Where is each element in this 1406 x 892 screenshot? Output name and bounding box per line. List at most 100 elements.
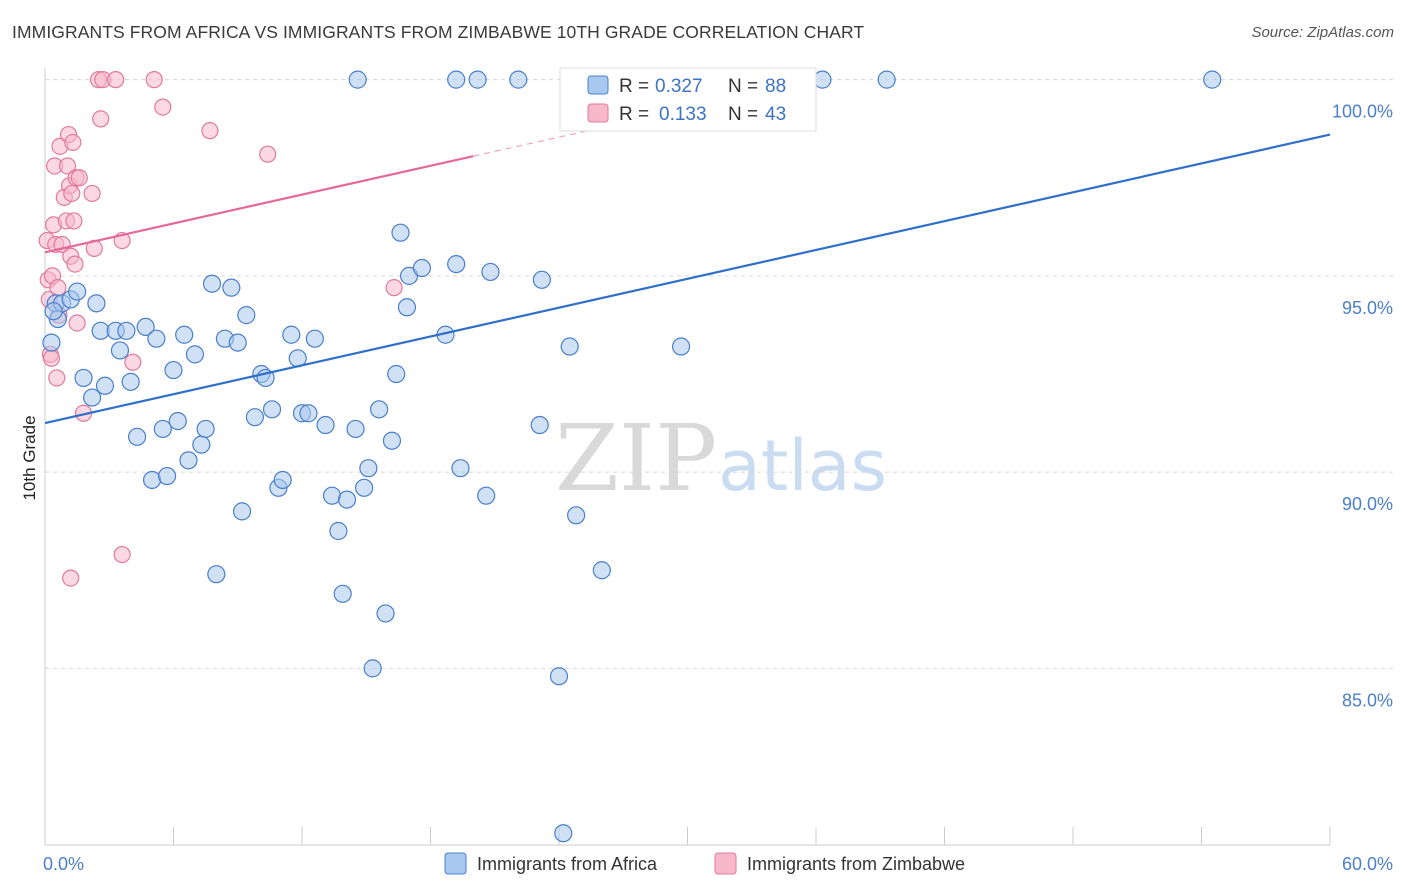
- data-point: [282, 325, 301, 344]
- data-point: [63, 184, 81, 203]
- data-point: [322, 486, 342, 505]
- data-point: [468, 70, 487, 89]
- gridlines: [45, 79, 1393, 669]
- trendlines: [44, 122, 1331, 425]
- zimbabwe-points: [38, 71, 403, 587]
- data-point: [228, 333, 247, 352]
- data-point: [316, 415, 335, 435]
- data-point: [202, 274, 222, 293]
- x-tick-label-max: 60.0%: [1342, 854, 1393, 874]
- zimbabwe-r-value: 0.133: [659, 104, 707, 125]
- africa-n-label: N =: [728, 76, 758, 97]
- data-point: [363, 659, 382, 678]
- data-point: [192, 435, 211, 454]
- data-point: [299, 404, 318, 423]
- data-point: [68, 282, 87, 301]
- data-point: [113, 545, 131, 564]
- data-point: [196, 419, 215, 439]
- stats-legend: R = 0.327 N = 88 R = 0.133 N = 43: [559, 67, 817, 132]
- data-point: [95, 376, 115, 395]
- data-point: [179, 451, 198, 470]
- data-point: [175, 325, 194, 344]
- data-point: [397, 298, 417, 317]
- data-point: [232, 502, 252, 521]
- data-point: [92, 110, 110, 128]
- data-point: [447, 70, 466, 89]
- africa-r-label: R =: [619, 76, 649, 97]
- data-point: [376, 604, 395, 623]
- data-point: [451, 459, 470, 478]
- y-tick-label: 100.0%: [1332, 102, 1393, 122]
- data-point: [117, 321, 136, 340]
- data-point: [207, 565, 226, 584]
- data-point: [49, 279, 67, 297]
- data-point: [124, 353, 142, 371]
- data-point: [87, 294, 106, 313]
- chart-title: IMMIGRANTS FROM AFRICA VS IMMIGRANTS FRO…: [12, 22, 865, 42]
- data-point: [412, 258, 432, 278]
- africa-r-value: 0.327: [655, 76, 703, 97]
- data-point: [671, 337, 691, 356]
- data-point: [262, 400, 282, 419]
- data-point: [201, 122, 219, 140]
- data-point: [68, 314, 86, 332]
- data-point: [107, 71, 125, 89]
- data-point: [592, 561, 611, 580]
- zimbabwe-n-label: N =: [728, 104, 758, 125]
- watermark-atlas: atlas: [718, 425, 887, 507]
- data-point: [65, 212, 83, 230]
- data-point: [481, 262, 500, 282]
- data-point: [42, 349, 61, 367]
- data-point: [447, 255, 466, 274]
- watermark-zip: ZIP: [555, 405, 717, 512]
- data-point: [168, 412, 187, 431]
- data-point: [532, 270, 551, 289]
- data-point: [48, 369, 66, 387]
- data-point: [237, 306, 256, 325]
- data-point: [877, 70, 896, 89]
- data-point: [153, 419, 172, 439]
- data-point: [305, 329, 324, 348]
- data-point: [42, 333, 61, 352]
- data-point: [329, 521, 348, 541]
- data-point: [66, 255, 84, 273]
- data-point: [391, 223, 410, 242]
- data-point: [337, 490, 357, 509]
- data-point: [142, 470, 162, 490]
- data-point: [70, 169, 88, 187]
- data-point: [530, 415, 549, 435]
- data-point: [58, 157, 77, 175]
- data-point: [245, 408, 264, 427]
- data-point: [554, 824, 573, 843]
- data-point: [164, 360, 183, 380]
- data-point: [509, 70, 528, 89]
- y-tick-labels: 85.0% 90.0% 95.0% 100.0%: [1332, 102, 1393, 711]
- data-point: [83, 388, 102, 407]
- data-point: [83, 184, 101, 203]
- data-point: [273, 470, 292, 490]
- y-axis-title: 10th Grade: [20, 415, 39, 500]
- data-point: [355, 478, 374, 497]
- x-tick-label-min: 0.0%: [43, 854, 84, 874]
- data-point: [259, 145, 277, 163]
- africa-series-swatch: [444, 852, 467, 875]
- data-point: [136, 317, 155, 336]
- data-point: [64, 133, 82, 152]
- data-point: [185, 345, 205, 364]
- y-tick-label: 90.0%: [1342, 494, 1393, 514]
- africa-series-label: Immigrants from Africa: [477, 854, 658, 874]
- data-point: [110, 341, 130, 360]
- data-point: [348, 70, 367, 89]
- data-point: [1203, 70, 1222, 89]
- data-point: [121, 372, 140, 391]
- data-point: [385, 279, 403, 297]
- data-point: [346, 419, 365, 439]
- zimbabwe-series-swatch: [714, 852, 737, 875]
- zimbabwe-trendline: [44, 155, 474, 254]
- data-point: [370, 400, 389, 419]
- africa-legend-swatch: [587, 75, 609, 95]
- data-point: [359, 459, 378, 478]
- zimbabwe-series-label: Immigrants from Zimbabwe: [747, 854, 965, 874]
- data-point: [477, 486, 496, 505]
